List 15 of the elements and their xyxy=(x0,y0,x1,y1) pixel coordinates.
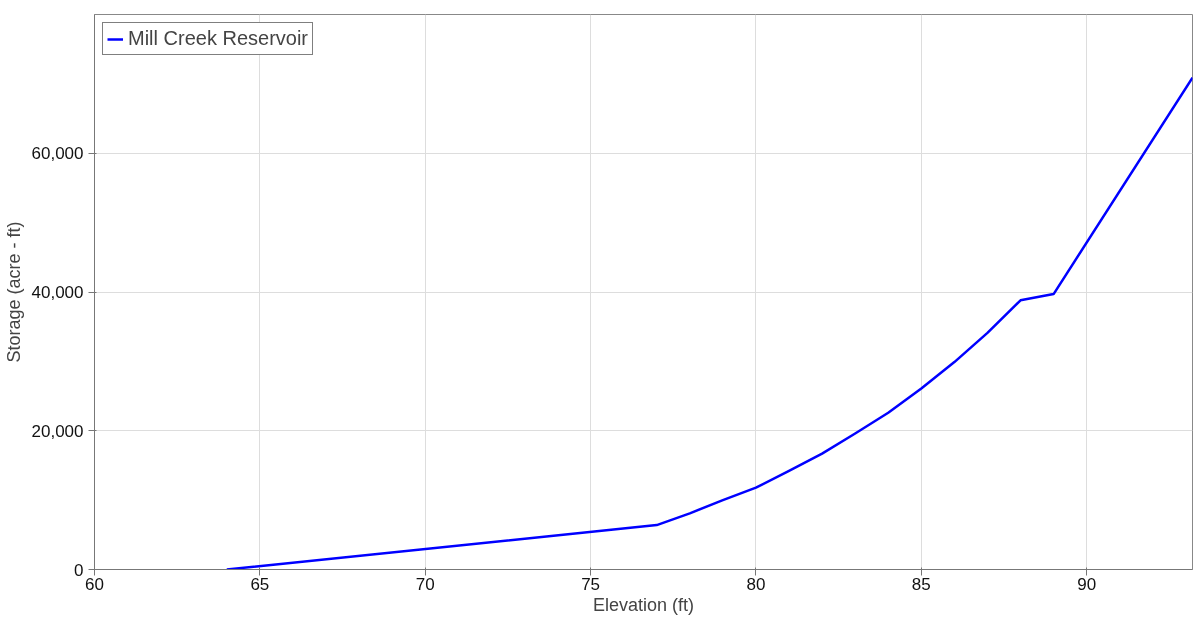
y-tick-label: 20,000 xyxy=(31,421,84,441)
x-tick-label: 90 xyxy=(1077,574,1097,594)
y-axis-title: Storage (acre - ft) xyxy=(3,221,24,363)
legend-label: Mill Creek Reservoir xyxy=(128,27,309,50)
x-tick-label: 85 xyxy=(911,574,931,594)
y-tick-label: 0 xyxy=(74,560,84,580)
y-tick-label: 60,000 xyxy=(31,144,84,164)
x-tick-label: 65 xyxy=(250,574,270,594)
x-axis-title: Elevation (ft) xyxy=(592,594,695,615)
y-tick-label: 40,000 xyxy=(31,283,84,302)
x-tick-label: 80 xyxy=(746,574,766,594)
line-series xyxy=(225,76,1193,570)
x-tick-label: 75 xyxy=(581,574,601,594)
x-tick-label: 60 xyxy=(85,574,104,594)
x-tick-label: 70 xyxy=(415,574,435,594)
